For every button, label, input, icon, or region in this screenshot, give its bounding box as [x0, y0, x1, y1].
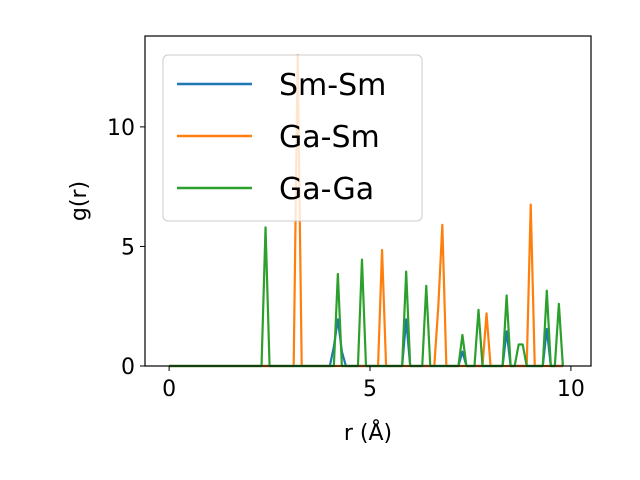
y-axis-label: g(r)	[67, 181, 92, 221]
y-tick-label: 5	[121, 235, 135, 260]
x-axis-label: r (Å)	[344, 419, 392, 446]
legend-label-ga-sm: Ga-Sm	[279, 120, 380, 155]
x-tick-label: 5	[363, 377, 377, 402]
legend-label-ga-ga: Ga-Ga	[279, 172, 374, 207]
ticks-layer: 0 5 10 0 5 10	[107, 116, 585, 402]
plot-frame	[144, 35, 592, 367]
x-tick-label: 10	[557, 377, 585, 402]
legend-box	[162, 54, 423, 222]
legend-label-sm-sm: Sm-Sm	[279, 68, 386, 103]
legend: Sm-Sm Ga-Sm Ga-Ga	[162, 54, 423, 222]
y-tick-label: 0	[121, 355, 135, 380]
x-tick-label: 0	[162, 377, 176, 402]
y-tick-label: 10	[107, 116, 135, 141]
series-line-ga-sm	[169, 54, 563, 368]
